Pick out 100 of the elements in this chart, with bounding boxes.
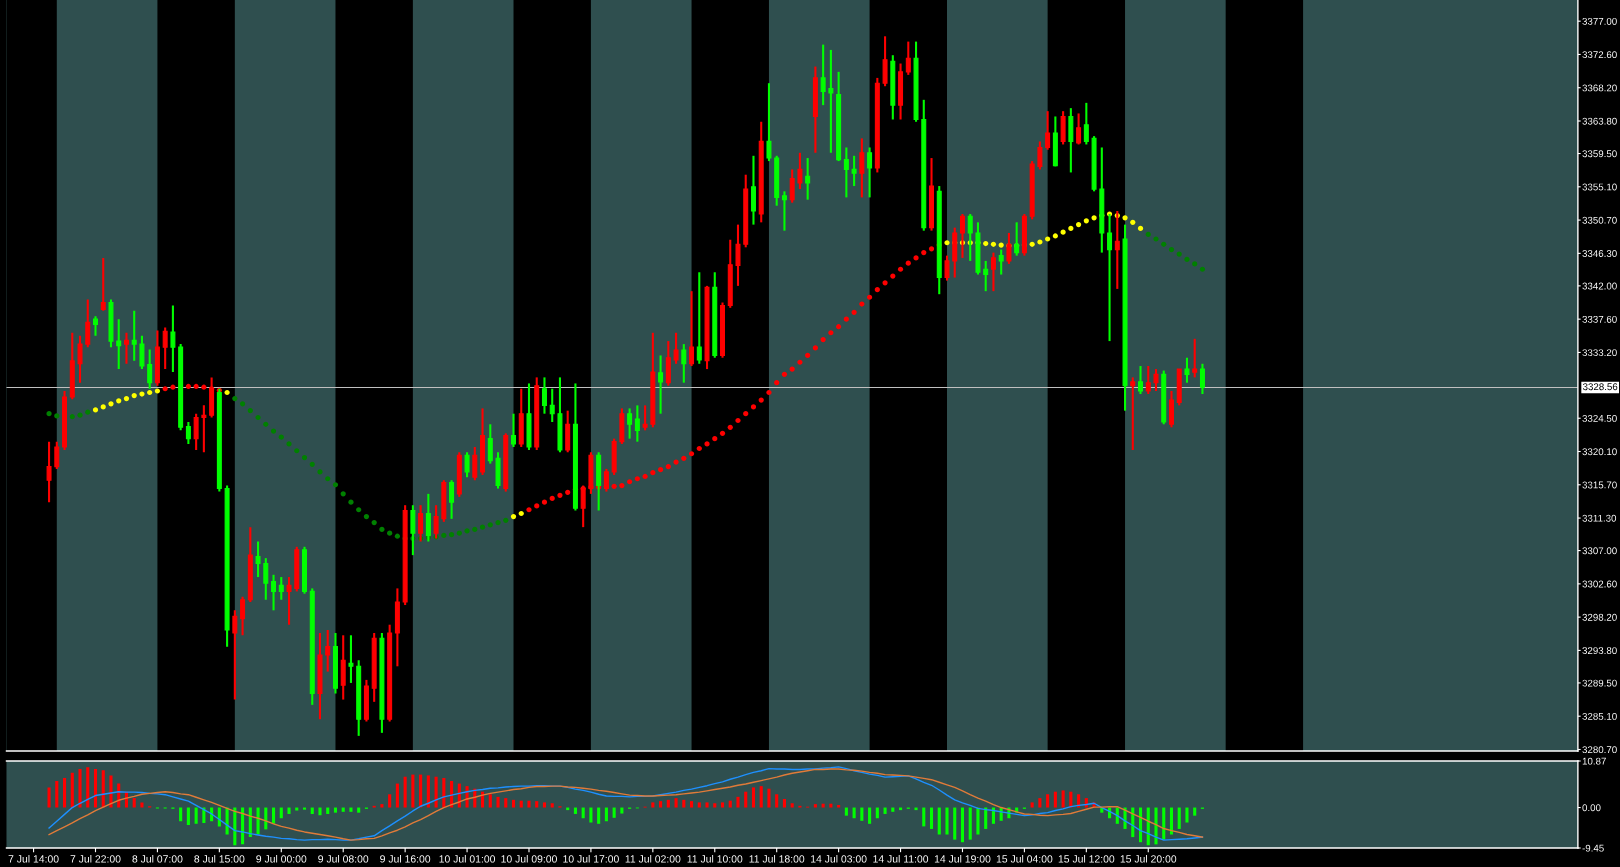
y-tick-label: 0.00 — [1582, 804, 1601, 812]
x-tick-label: 15 Jul 20:00 — [1120, 854, 1177, 863]
y-tick-label: 3311.30 — [1582, 514, 1617, 522]
bar — [1053, 791, 1057, 808]
bar — [78, 769, 82, 808]
y-tick-label: 3355.10 — [1582, 183, 1617, 191]
bar — [666, 799, 670, 808]
y-tick-label: 3315.70 — [1582, 481, 1617, 489]
bar — [426, 775, 430, 808]
x-tick-label: 9 Jul 00:00 — [256, 854, 307, 863]
bar — [179, 807, 183, 822]
bar — [659, 801, 663, 808]
bar — [140, 802, 144, 808]
bar — [960, 807, 965, 843]
bar — [326, 807, 330, 814]
bar — [542, 802, 547, 808]
bar — [279, 807, 283, 819]
bar — [968, 807, 972, 840]
bar — [759, 786, 763, 808]
bar — [868, 807, 872, 824]
bar — [70, 772, 74, 808]
bar — [287, 807, 291, 814]
bar — [403, 776, 407, 808]
bar — [341, 807, 345, 812]
ref-line-label: 3328.56 — [1582, 383, 1618, 391]
bar — [829, 803, 833, 808]
y-tick-label: 3324.50 — [1582, 414, 1617, 422]
bar — [109, 775, 113, 808]
bar — [442, 778, 446, 808]
y-tick-label: 3285.10 — [1582, 712, 1617, 720]
y-tick-label: 3293.80 — [1582, 647, 1617, 655]
bar — [47, 787, 51, 808]
bar — [953, 807, 957, 840]
bar — [674, 798, 678, 808]
bar — [1038, 798, 1042, 808]
bar — [991, 807, 995, 824]
y-tick-label: 3377.00 — [1582, 17, 1617, 25]
bar — [736, 796, 740, 808]
candlestick — [1184, 356, 1190, 384]
x-tick-label: 8 Jul 07:00 — [132, 854, 183, 863]
x-tick-label: 10 Jul 01:00 — [439, 854, 496, 863]
bar — [581, 807, 585, 819]
bar — [1162, 807, 1166, 840]
bar — [1046, 794, 1050, 808]
bar — [310, 807, 314, 814]
x-tick-label: 8 Jul 15:00 — [194, 854, 245, 863]
bar — [612, 807, 616, 818]
bar — [945, 807, 949, 835]
bar — [1193, 807, 1197, 816]
bar — [690, 801, 694, 808]
y-tick-label: -9.45 — [1582, 844, 1604, 852]
x-tick-label: 14 Jul 19:00 — [934, 854, 991, 863]
y-tick-label: 3363.80 — [1582, 117, 1617, 125]
bar — [1169, 807, 1174, 835]
bar — [527, 800, 531, 808]
x-tick-label: 15 Jul 04:00 — [996, 854, 1053, 863]
x-tick-label: 10 Jul 17:00 — [563, 854, 619, 863]
bar — [550, 803, 554, 808]
bar — [93, 769, 98, 808]
bar — [720, 802, 725, 808]
bar — [682, 799, 686, 808]
bar — [1077, 794, 1081, 808]
x-tick-label: 15 Jul 12:00 — [1058, 854, 1115, 863]
bar — [504, 798, 508, 808]
bar — [751, 787, 756, 808]
bar — [782, 798, 786, 808]
bar — [767, 788, 771, 808]
bar — [62, 778, 67, 808]
x-tick-label: 11 Jul 10:00 — [687, 854, 743, 863]
bar — [349, 807, 353, 812]
bar — [271, 807, 276, 824]
bar — [101, 770, 105, 808]
x-tick-label: 9 Jul 16:00 — [380, 854, 431, 863]
bar — [419, 774, 423, 808]
bar — [984, 807, 988, 829]
bar — [1030, 802, 1034, 808]
y-tick-label: 3302.60 — [1582, 580, 1617, 588]
bar — [651, 802, 655, 808]
bar — [837, 804, 841, 808]
y-tick-label: 3359.50 — [1582, 150, 1617, 158]
y-tick-label: 3342.00 — [1582, 282, 1617, 290]
y-tick-label: 3289.50 — [1582, 679, 1617, 687]
bar — [744, 791, 748, 808]
bar — [388, 794, 392, 808]
bar — [891, 807, 895, 812]
y-tick-label: 3320.10 — [1582, 448, 1617, 456]
bar — [488, 794, 492, 808]
bar — [821, 803, 825, 808]
y-tick-label: 3372.60 — [1582, 51, 1617, 59]
bar — [318, 807, 322, 816]
bar — [914, 807, 918, 811]
bar — [620, 807, 624, 814]
bar — [519, 800, 523, 808]
y-tick-label: 3280.70 — [1582, 746, 1617, 754]
bar — [597, 807, 601, 824]
bar — [875, 807, 879, 819]
x-tick-label: 9 Jul 08:00 — [318, 854, 369, 863]
y-tick-label: 10.87 — [1582, 757, 1606, 765]
bar — [496, 796, 500, 808]
bar — [55, 780, 59, 808]
